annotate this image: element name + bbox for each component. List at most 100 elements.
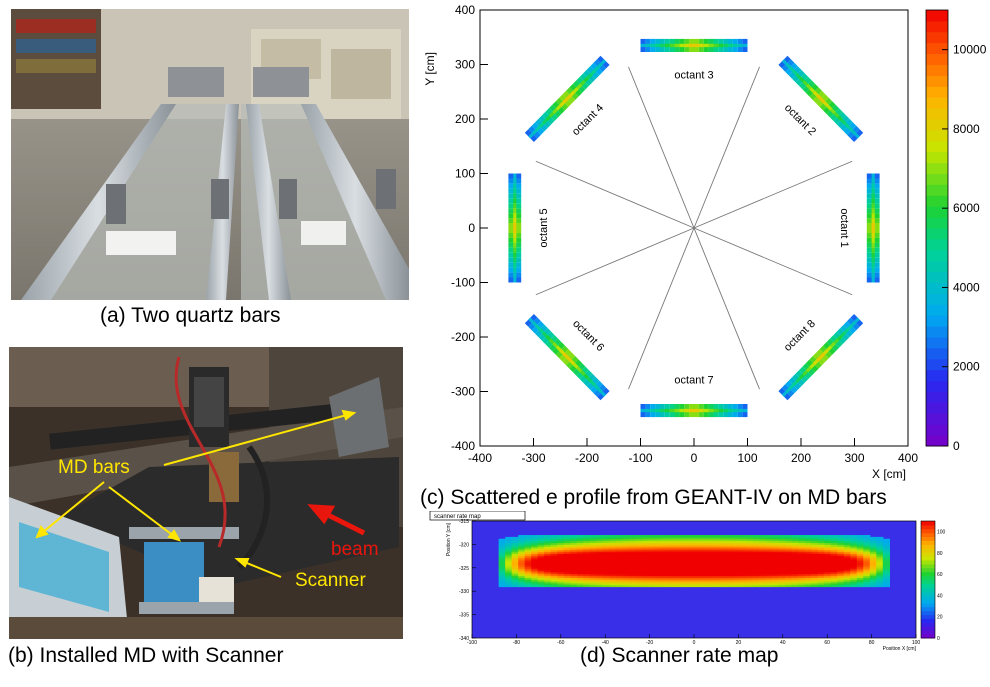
heat-cell [785,535,793,538]
heat-cell [856,546,864,549]
heat-cell [739,566,747,569]
heat-cell [850,573,858,577]
x-tick-label: -400 [468,451,492,465]
heat-cell [524,535,532,538]
colorbar-cell [921,528,935,534]
heat-cell [733,555,741,558]
heat-cell [863,569,871,573]
heat-cell [726,546,734,549]
heat-cell [518,566,526,569]
heat-cell [518,557,526,560]
heat-cell [785,569,793,573]
heat-cell [817,568,825,571]
heat-cell [746,566,754,569]
heat-cell [707,571,715,575]
heat-cell [531,536,539,540]
heat-cell [609,536,617,540]
heat-cell [505,536,513,540]
heat-cell [850,555,858,558]
heat-cell [589,579,597,582]
x-axis-label: X [cm] [872,467,906,481]
heat-cell [824,538,832,542]
heat-cell [615,544,623,547]
heat-cell [511,542,519,545]
heat-cell [733,553,741,556]
heat-cell [817,536,825,540]
heat-cell [589,546,597,549]
colorbar-cell [921,560,935,565]
heat-cell [609,535,617,538]
heat-cell [667,535,676,538]
heat-cell [720,579,728,582]
heat-cell [602,538,610,542]
heat-cell [667,540,676,543]
heat-cell [576,547,584,551]
heat-cell [537,555,545,558]
heat-cell [759,535,767,538]
bar-core [871,228,875,233]
heat-cell [772,569,780,573]
heat-cell [856,540,864,543]
heat-cell [746,557,754,560]
heat-cell [602,546,610,549]
heat-cell [550,581,558,584]
bar-core [713,43,719,48]
bar-core [847,125,853,132]
heat-cell [876,577,884,580]
heat-cell [589,573,597,577]
heat-cell [531,557,539,560]
heat-cell [778,581,786,584]
bar-core [583,373,589,380]
colorbar-cell [921,579,935,584]
heat-cell [674,579,682,582]
bar-core [513,178,517,184]
heat-cell [583,560,591,564]
heat-cell [667,544,676,547]
heat-cell [537,575,545,578]
heat-cell [576,568,584,571]
heat-cell [628,571,636,575]
y-tick-label: -300 [451,385,475,399]
heat-cell [837,569,845,573]
heat-cell [576,553,584,556]
heat-cell [863,562,871,566]
heat-cell [550,557,558,560]
colorbar-cell [926,238,948,251]
heat-cell [817,546,825,549]
heat-cell [817,540,825,543]
heat-cell [863,551,871,555]
heat-cell [850,584,858,588]
heat-cell [746,549,754,553]
heat-cell [583,544,591,547]
bar-core [655,43,660,48]
heat-cell [531,555,539,558]
heat-cell [531,582,539,586]
heat-cell [602,562,610,566]
heat-cell [544,562,552,566]
heat-cell [804,575,812,578]
heat-cell [830,544,838,547]
heat-cell [576,538,584,542]
heat-cell [687,547,695,551]
heat-cell [674,562,682,566]
heat-cell [667,555,676,558]
annotation-md-bars: MD bars [58,457,130,478]
heat-cell [830,542,838,545]
heat-cell [531,547,539,551]
heat-cell [791,553,799,556]
heat-cell [778,584,786,588]
heat-cell [817,573,825,577]
bar-core [823,349,829,355]
bar-core [689,408,694,413]
bar-core [640,408,646,413]
heat-cell [602,564,610,567]
heat-cell [667,577,676,580]
heat-cell [687,540,695,543]
bar-core [708,408,714,413]
heat-cell [804,577,812,580]
heat-cell [785,549,793,553]
heat-cell [759,569,767,573]
heat-cell [830,575,838,578]
bar-core [590,380,596,387]
bar-core [597,387,603,394]
